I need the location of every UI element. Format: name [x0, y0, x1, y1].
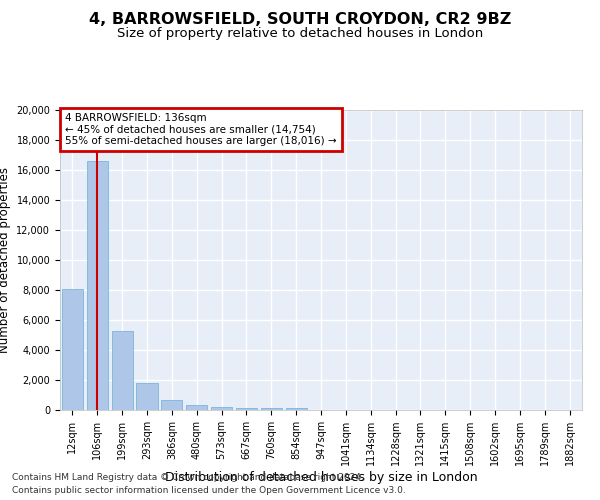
Bar	[261, 408, 282, 410]
Bar	[286, 408, 307, 410]
Bar	[87, 161, 108, 410]
Text: Contains HM Land Registry data © Crown copyright and database right 2024.: Contains HM Land Registry data © Crown c…	[12, 474, 364, 482]
X-axis label: Distribution of detached houses by size in London: Distribution of detached houses by size …	[164, 471, 478, 484]
Bar	[136, 383, 158, 410]
Bar	[211, 408, 232, 410]
Text: 4, BARROWSFIELD, SOUTH CROYDON, CR2 9BZ: 4, BARROWSFIELD, SOUTH CROYDON, CR2 9BZ	[89, 12, 511, 28]
Bar	[161, 400, 182, 410]
Y-axis label: Number of detached properties: Number of detached properties	[0, 167, 11, 353]
Text: Size of property relative to detached houses in London: Size of property relative to detached ho…	[117, 28, 483, 40]
Text: 4 BARROWSFIELD: 136sqm
← 45% of detached houses are smaller (14,754)
55% of semi: 4 BARROWSFIELD: 136sqm ← 45% of detached…	[65, 113, 337, 146]
Bar	[62, 288, 83, 410]
Bar	[186, 405, 207, 410]
Text: Contains public sector information licensed under the Open Government Licence v3: Contains public sector information licen…	[12, 486, 406, 495]
Bar	[236, 408, 257, 410]
Bar	[112, 330, 133, 410]
